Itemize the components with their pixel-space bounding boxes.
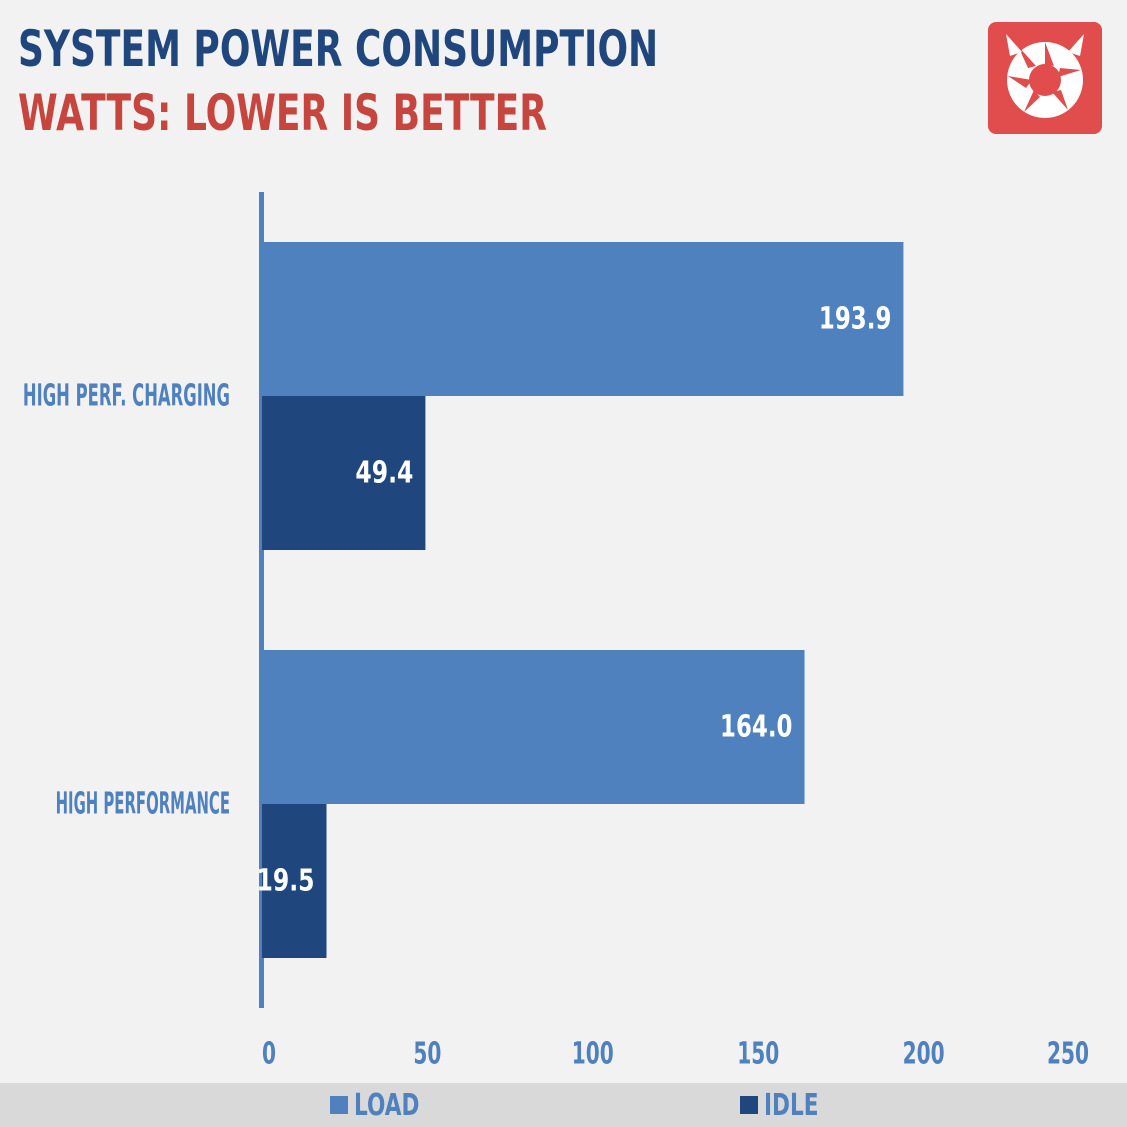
- legend-label-idle: IDLE: [764, 1087, 819, 1123]
- bar-load-0: [262, 242, 904, 396]
- legend-swatch-idle: [740, 1096, 758, 1114]
- data-label-idle-0: 49.4: [355, 456, 413, 491]
- chart-subtitle: WATTS: LOWER IS BETTER: [18, 84, 547, 142]
- bar-load-1: [262, 650, 805, 804]
- x-tick-label-4: 200: [903, 1037, 945, 1072]
- bar-idle-1: [262, 804, 327, 958]
- legend-item-idle: IDLE: [740, 1087, 840, 1123]
- legend-swatch-load: [330, 1096, 348, 1114]
- data-label-load-0: 193.9: [819, 302, 892, 337]
- legend: LOAD IDLE: [0, 1083, 1127, 1127]
- bar-chart: 193.9 49.4 HIGH PERF. CHARGING 164.0 19.5 HIG…: [23, 192, 1089, 1072]
- x-tick-label-2: 100: [572, 1037, 614, 1072]
- category-label-1: HIGH PERFORMANCE: [56, 787, 230, 822]
- category-label-0: HIGH PERF. CHARGING: [23, 379, 230, 414]
- data-label-idle-1: 19.5: [257, 864, 315, 899]
- aperture-fox-logo-icon: [988, 22, 1102, 134]
- x-tick-label-5: 250: [1047, 1037, 1089, 1072]
- x-tick-label-0: 0: [262, 1037, 276, 1072]
- x-tick-label-3: 150: [737, 1037, 779, 1072]
- data-label-load-1: 164.0: [720, 710, 793, 745]
- y-axis-line: [259, 192, 264, 1008]
- chart-title: SYSTEM POWER CONSUMPTION: [18, 20, 659, 78]
- bar-idle-0: [262, 396, 426, 550]
- legend-item-load: LOAD: [330, 1087, 445, 1123]
- legend-label-load: LOAD: [354, 1087, 420, 1123]
- x-tick-label-1: 50: [413, 1037, 441, 1072]
